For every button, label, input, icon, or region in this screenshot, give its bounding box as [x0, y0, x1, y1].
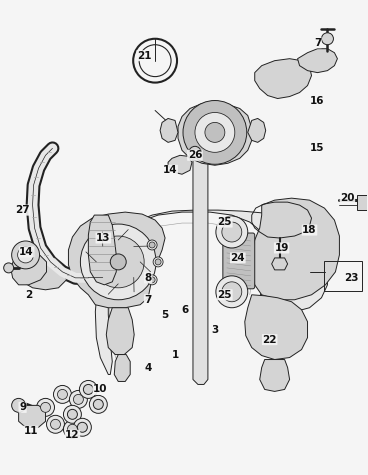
Polygon shape [114, 354, 130, 381]
Circle shape [50, 419, 60, 429]
Circle shape [205, 123, 225, 142]
Text: 12: 12 [65, 430, 80, 440]
Polygon shape [106, 308, 134, 354]
Circle shape [80, 224, 156, 300]
Polygon shape [88, 215, 116, 285]
Polygon shape [260, 360, 290, 391]
Text: 14: 14 [163, 165, 177, 175]
Text: 19: 19 [275, 243, 289, 253]
Circle shape [57, 390, 67, 399]
Polygon shape [95, 210, 328, 374]
Text: 7: 7 [314, 38, 321, 48]
Text: 6: 6 [181, 305, 189, 315]
Circle shape [92, 236, 144, 288]
Text: 20: 20 [340, 193, 355, 203]
Text: 22: 22 [262, 334, 277, 345]
Text: 2: 2 [25, 290, 32, 300]
Circle shape [77, 422, 87, 432]
Circle shape [79, 380, 97, 399]
Polygon shape [298, 49, 337, 73]
Circle shape [89, 395, 107, 413]
Circle shape [18, 247, 33, 263]
Text: 15: 15 [310, 143, 325, 153]
Polygon shape [178, 103, 252, 165]
Text: 18: 18 [302, 225, 317, 235]
Polygon shape [168, 155, 192, 174]
Polygon shape [245, 295, 308, 360]
Polygon shape [248, 118, 266, 142]
Text: 7: 7 [145, 295, 152, 305]
Circle shape [222, 222, 242, 242]
Circle shape [36, 399, 54, 416]
Text: 14: 14 [19, 247, 34, 257]
Text: 3: 3 [211, 324, 219, 335]
Polygon shape [255, 59, 312, 98]
Circle shape [149, 242, 155, 248]
Circle shape [67, 409, 77, 419]
Circle shape [155, 259, 161, 265]
Polygon shape [193, 135, 208, 384]
Circle shape [46, 415, 64, 433]
Polygon shape [160, 118, 178, 142]
Polygon shape [68, 212, 165, 308]
Polygon shape [272, 258, 288, 270]
Circle shape [149, 277, 155, 283]
Circle shape [222, 282, 242, 302]
Polygon shape [19, 255, 67, 290]
Text: 10: 10 [93, 384, 107, 394]
FancyBboxPatch shape [223, 233, 255, 289]
Circle shape [147, 240, 157, 250]
Text: 8: 8 [145, 273, 152, 283]
Text: 5: 5 [162, 310, 169, 320]
Polygon shape [357, 195, 367, 210]
Text: 24: 24 [230, 253, 245, 263]
Circle shape [74, 418, 91, 436]
Text: 1: 1 [171, 350, 178, 360]
Text: 21: 21 [137, 51, 151, 61]
Text: 16: 16 [310, 95, 325, 105]
Circle shape [4, 263, 14, 273]
Polygon shape [19, 405, 46, 428]
Text: 23: 23 [344, 273, 358, 283]
Text: 13: 13 [96, 233, 110, 243]
Text: 27: 27 [15, 205, 30, 215]
Circle shape [84, 384, 93, 394]
Circle shape [216, 216, 248, 248]
Circle shape [74, 394, 84, 404]
Circle shape [93, 399, 103, 409]
Circle shape [70, 390, 87, 408]
Circle shape [147, 275, 157, 285]
Polygon shape [11, 253, 46, 285]
Text: 25: 25 [217, 217, 232, 227]
Text: 4: 4 [145, 362, 152, 372]
Circle shape [216, 276, 248, 308]
Circle shape [63, 405, 81, 423]
Circle shape [53, 385, 71, 403]
Text: 26: 26 [188, 150, 202, 160]
Circle shape [12, 399, 26, 412]
Circle shape [322, 33, 333, 45]
Circle shape [12, 241, 39, 269]
Text: 9: 9 [19, 402, 26, 412]
Circle shape [153, 257, 163, 267]
Circle shape [110, 254, 126, 270]
Polygon shape [252, 198, 339, 300]
Text: 11: 11 [23, 426, 38, 436]
Circle shape [63, 420, 81, 438]
Text: 25: 25 [217, 290, 232, 300]
Circle shape [189, 146, 201, 158]
Circle shape [67, 424, 77, 434]
Circle shape [183, 101, 247, 164]
Circle shape [40, 402, 50, 412]
Circle shape [195, 113, 235, 152]
